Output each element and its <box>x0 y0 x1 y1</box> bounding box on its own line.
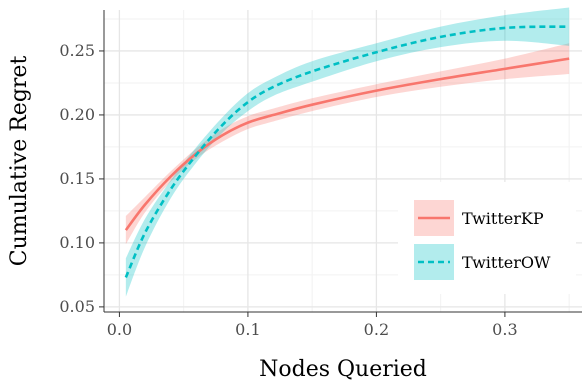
x-tick-label: 0.3 <box>492 320 517 339</box>
twitterkp-line <box>124 57 570 231</box>
twitterow-line <box>124 25 570 278</box>
twitterow-legend-label: TwitterOW <box>462 253 551 272</box>
legend-background <box>398 182 576 294</box>
y-tick-label: 0.15 <box>59 169 95 188</box>
x-axis-title: Nodes Queried <box>259 357 427 382</box>
y-tick-label: 0.20 <box>59 105 95 124</box>
y-axis-title: Cumulative Regret <box>7 56 32 267</box>
twitterkp-confidence-band <box>125 43 570 245</box>
y-tick-label: 0.10 <box>59 233 95 252</box>
series-lines <box>124 25 570 278</box>
x-tick-label: 0.1 <box>235 320 260 339</box>
y-tick-label: 0.05 <box>59 297 95 316</box>
twitterow-confidence-band <box>125 7 570 297</box>
x-tick-label: 0.2 <box>364 320 389 339</box>
y-tick-label: 0.25 <box>59 41 95 60</box>
confidence-bands <box>125 7 570 297</box>
grid <box>104 10 582 312</box>
x-tick-label: 0.0 <box>107 320 132 339</box>
twitterkp-legend-label: TwitterKP <box>462 209 544 228</box>
legend: TwitterKP TwitterOW <box>398 182 576 294</box>
axes: 0.0 0.1 0.2 0.3 0.05 0.10 0.15 0.20 0.25 <box>59 10 582 339</box>
